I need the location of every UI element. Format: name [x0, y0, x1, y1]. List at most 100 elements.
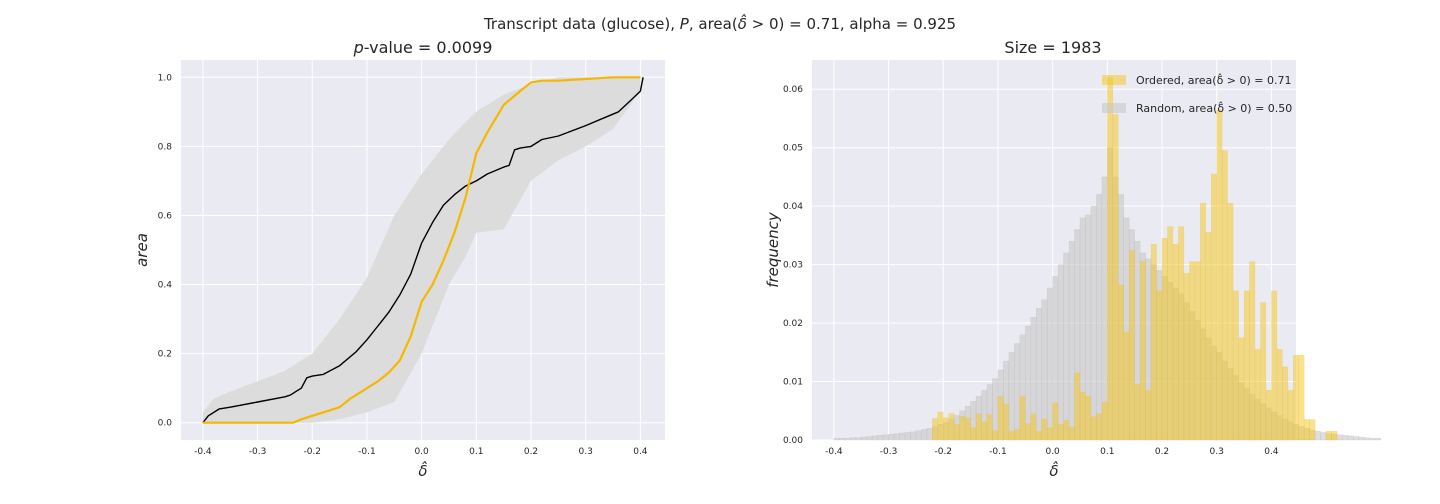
histogram-plot: Size = 1983 -0.4 -0.3 -0.2 -0.1 0.0 0.1 0.2 0.3… [764, 38, 1382, 480]
random-bar [1347, 435, 1354, 441]
ordered-bar [1003, 403, 1010, 441]
random-bar [860, 436, 867, 441]
x-tick-label: 0.1 [1100, 447, 1114, 457]
x-tick-label: 0.2 [524, 447, 538, 457]
ordered-bar [1052, 402, 1059, 441]
random-bar [839, 438, 846, 441]
x-tick-label: 0.3 [579, 447, 593, 457]
legend-swatch [1102, 75, 1126, 85]
ordered-bar [1041, 418, 1048, 441]
x-axis-label: δ̂ [418, 460, 427, 480]
ordered-histogram [932, 77, 1338, 441]
random-bar [1014, 343, 1021, 441]
ordered-bar [975, 413, 982, 441]
random-bar [910, 431, 917, 441]
x-tick-label: -0.2 [303, 447, 321, 457]
x-tick-label: -0.4 [825, 447, 843, 457]
ordered-bar [1331, 430, 1338, 441]
random-bar [1320, 432, 1327, 441]
random-bar [1353, 436, 1360, 441]
random-bar [1057, 264, 1064, 441]
y-tick-label: 0.8 [158, 142, 173, 152]
area-plot: p-value = 0.0099 -0.4 -0.3 -0.2 -0.1 0.0 0.1 0… [133, 38, 665, 480]
x-tick-label: -0.3 [249, 447, 267, 457]
ordered-bar [1118, 284, 1124, 441]
ordered-bar [1150, 243, 1157, 441]
ordered-bar [1210, 173, 1217, 441]
histogram-plot-title: Size = 1983 [1004, 38, 1101, 57]
ordered-bar [959, 415, 966, 441]
ordered-bar [1309, 419, 1316, 441]
random-bar [1364, 437, 1371, 441]
random-bar [899, 432, 906, 441]
random-bar [1046, 287, 1053, 441]
y-tick-label: 0.4 [158, 281, 173, 291]
ordered-bar [1227, 202, 1234, 441]
y-tick-label: 0.0 [158, 419, 173, 429]
ordered-bar [1156, 290, 1163, 441]
random-bar [871, 435, 878, 441]
random-bar [1096, 194, 1103, 441]
ordered-bar [953, 423, 960, 441]
random-bar [926, 428, 933, 441]
x-tick-label: 0.0 [414, 447, 429, 457]
random-bar [1375, 438, 1382, 441]
ordered-bar [1178, 226, 1185, 441]
ordered-bar [1128, 249, 1135, 441]
ordered-bar [1303, 419, 1310, 441]
y-axis-label: area [133, 233, 151, 267]
ordered-bar [1205, 232, 1212, 441]
ordered-bar [1189, 261, 1196, 441]
y-tick-label: 1.0 [158, 73, 173, 83]
ordered-area-line [202, 76, 641, 424]
random-bar [1090, 205, 1097, 441]
random-bar [850, 437, 857, 441]
ordered-bar [932, 418, 939, 441]
ordered-bar [1008, 430, 1015, 441]
y-tick-label: 0.01 [783, 378, 803, 388]
ordered-bar [1096, 413, 1103, 441]
x-tick-label: 0.4 [633, 447, 648, 457]
ordered-bar [1107, 77, 1114, 441]
ordered-bar [937, 411, 944, 441]
random-bar [1101, 176, 1108, 441]
ordered-bar [1046, 427, 1053, 441]
y-tick-label: 0.06 [783, 85, 803, 95]
random-bar [1025, 325, 1032, 441]
x-tick-label: 0.4 [1264, 447, 1279, 457]
ordered-bar [1079, 391, 1086, 441]
ordered-bar [1145, 390, 1152, 441]
x-tick-label: -0.1 [358, 447, 376, 457]
ordered-bar [1035, 430, 1042, 441]
ordered-bar [1216, 109, 1223, 441]
legend-label: Random, area(δ̂ > 0) = 0.50 [1136, 101, 1292, 115]
ordered-bar [1123, 331, 1130, 441]
random-bar [877, 435, 884, 441]
figure-suptitle: Transcript data (glucose), P, area(δ̂ > … [483, 13, 956, 33]
random-bar [921, 429, 928, 441]
y-tick-label: 0.02 [783, 319, 803, 329]
ordered-bar [1161, 238, 1168, 441]
y-tick-label: 0.04 [783, 202, 803, 212]
random-bar [1336, 434, 1343, 441]
random-bar [866, 436, 873, 441]
ordered-bar [1063, 419, 1070, 441]
random-bar [1063, 252, 1070, 441]
ordered-bar [1167, 226, 1174, 441]
ordered-bar [1260, 302, 1267, 441]
legend-swatch [1102, 103, 1126, 113]
ordered-bar [1014, 429, 1021, 441]
ordered-bar [1276, 349, 1283, 441]
ordered-bar [1265, 390, 1272, 441]
y-tick-label: 0.6 [158, 211, 173, 221]
random-bar [1342, 435, 1349, 441]
ordered-bar [986, 414, 993, 441]
random-mean-line [202, 77, 644, 424]
x-tick-label: 0.0 [1045, 447, 1060, 457]
x-axis-label: δ̂ [1049, 460, 1058, 480]
random-bar [1358, 436, 1365, 441]
ordered-bar [970, 427, 977, 441]
random-bar [1314, 430, 1321, 441]
x-tick-label: -0.4 [194, 447, 212, 457]
x-tick-label: -0.1 [989, 447, 1007, 457]
